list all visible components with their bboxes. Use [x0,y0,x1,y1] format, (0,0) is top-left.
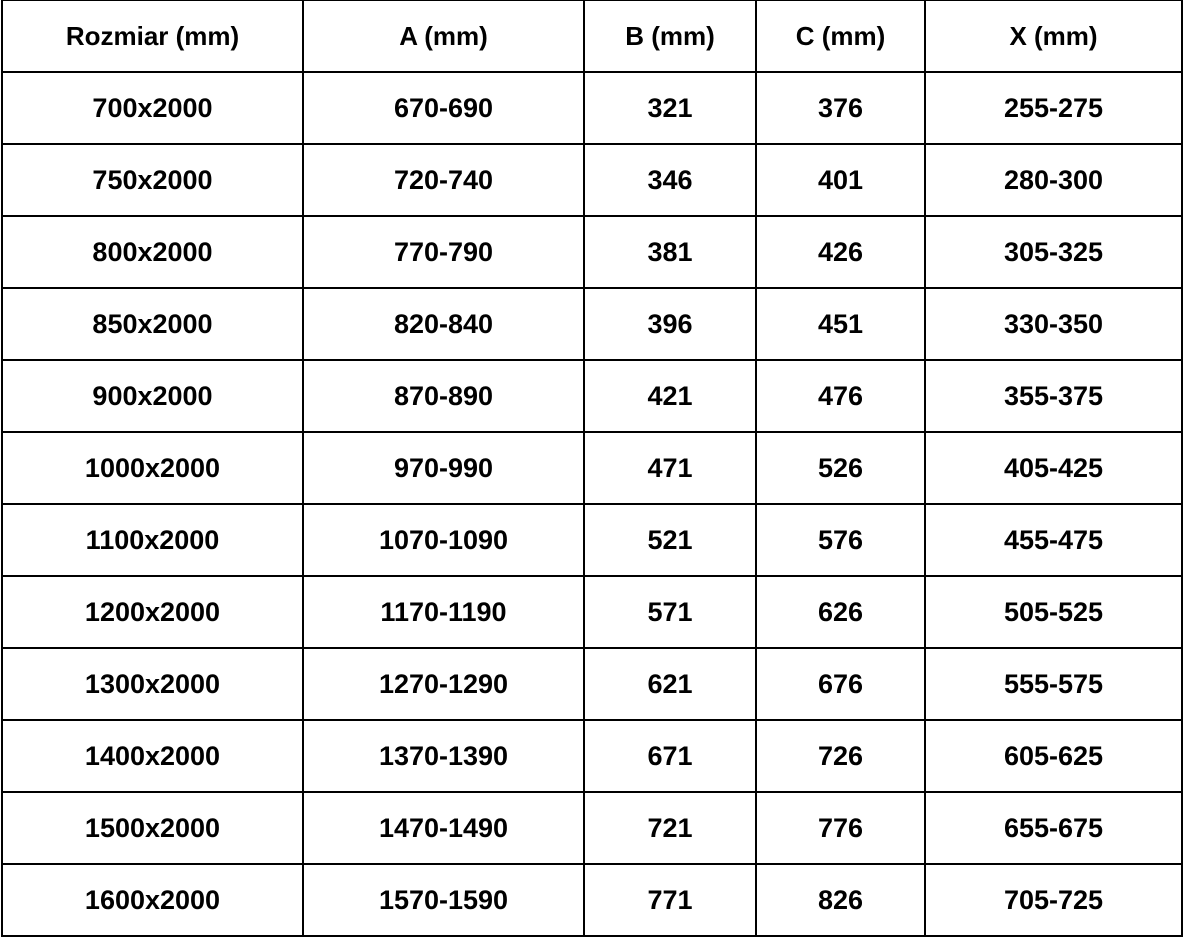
cell-size: 900x2000 [1,359,304,433]
cell-c: 376 [755,71,926,145]
table-row: 1100x2000 1070-1090 521 576 455-475 [1,503,1183,577]
column-header-c: C (mm) [755,0,926,73]
cell-c: 526 [755,431,926,505]
cell-size: 750x2000 [1,143,304,217]
cell-a: 1170-1190 [302,575,585,649]
cell-c: 776 [755,791,926,865]
table-row: 900x2000 870-890 421 476 355-375 [1,359,1183,433]
cell-b: 421 [583,359,757,433]
cell-size: 1100x2000 [1,503,304,577]
cell-x: 355-375 [924,359,1183,433]
cell-x: 455-475 [924,503,1183,577]
table-row: 1400x2000 1370-1390 671 726 605-625 [1,719,1183,793]
cell-b: 521 [583,503,757,577]
cell-b: 321 [583,71,757,145]
table-row: 1600x2000 1570-1590 771 826 705-725 [1,863,1183,937]
cell-x: 505-525 [924,575,1183,649]
cell-a: 1070-1090 [302,503,585,577]
cell-x: 280-300 [924,143,1183,217]
cell-a: 1370-1390 [302,719,585,793]
table-row: 750x2000 720-740 346 401 280-300 [1,143,1183,217]
cell-b: 771 [583,863,757,937]
table-row: 1500x2000 1470-1490 721 776 655-675 [1,791,1183,865]
cell-x: 655-675 [924,791,1183,865]
table-header: Rozmiar (mm) A (mm) B (mm) C (mm) X (mm) [1,0,1183,73]
cell-size: 1200x2000 [1,575,304,649]
cell-x: 605-625 [924,719,1183,793]
cell-a: 720-740 [302,143,585,217]
cell-a: 870-890 [302,359,585,433]
cell-size: 1400x2000 [1,719,304,793]
cell-size: 700x2000 [1,71,304,145]
cell-c: 676 [755,647,926,721]
cell-x: 405-425 [924,431,1183,505]
cell-b: 621 [583,647,757,721]
cell-b: 396 [583,287,757,361]
column-header-size: Rozmiar (mm) [1,0,304,73]
table-row: 1200x2000 1170-1190 571 626 505-525 [1,575,1183,649]
cell-x: 555-575 [924,647,1183,721]
cell-c: 726 [755,719,926,793]
cell-size: 850x2000 [1,287,304,361]
cell-x: 330-350 [924,287,1183,361]
table-body: 700x2000 670-690 321 376 255-275 750x2000 720-… [1,71,1183,937]
cell-size: 1500x2000 [1,791,304,865]
cell-size: 1300x2000 [1,647,304,721]
cell-c: 451 [755,287,926,361]
cell-x: 255-275 [924,71,1183,145]
table-row: 700x2000 670-690 321 376 255-275 [1,71,1183,145]
table-row: 1000x2000 970-990 471 526 405-425 [1,431,1183,505]
cell-c: 401 [755,143,926,217]
table-row: 800x2000 770-790 381 426 305-325 [1,215,1183,289]
table-row: 850x2000 820-840 396 451 330-350 [1,287,1183,361]
cell-a: 1470-1490 [302,791,585,865]
table-row: 1300x2000 1270-1290 621 676 555-575 [1,647,1183,721]
cell-a: 670-690 [302,71,585,145]
cell-a: 1570-1590 [302,863,585,937]
cell-x: 705-725 [924,863,1183,937]
cell-x: 305-325 [924,215,1183,289]
cell-c: 576 [755,503,926,577]
cell-b: 671 [583,719,757,793]
cell-b: 471 [583,431,757,505]
cell-size: 1000x2000 [1,431,304,505]
cell-b: 346 [583,143,757,217]
cell-b: 381 [583,215,757,289]
cell-a: 820-840 [302,287,585,361]
cell-a: 770-790 [302,215,585,289]
cell-size: 1600x2000 [1,863,304,937]
cell-c: 426 [755,215,926,289]
cell-c: 826 [755,863,926,937]
column-header-b: B (mm) [583,0,757,73]
column-header-x: X (mm) [924,0,1183,73]
cell-c: 626 [755,575,926,649]
cell-size: 800x2000 [1,215,304,289]
cell-a: 970-990 [302,431,585,505]
table-header-row: Rozmiar (mm) A (mm) B (mm) C (mm) X (mm) [1,0,1183,73]
column-header-a: A (mm) [302,0,585,73]
cell-a: 1270-1290 [302,647,585,721]
cell-c: 476 [755,359,926,433]
cell-b: 721 [583,791,757,865]
cell-b: 571 [583,575,757,649]
